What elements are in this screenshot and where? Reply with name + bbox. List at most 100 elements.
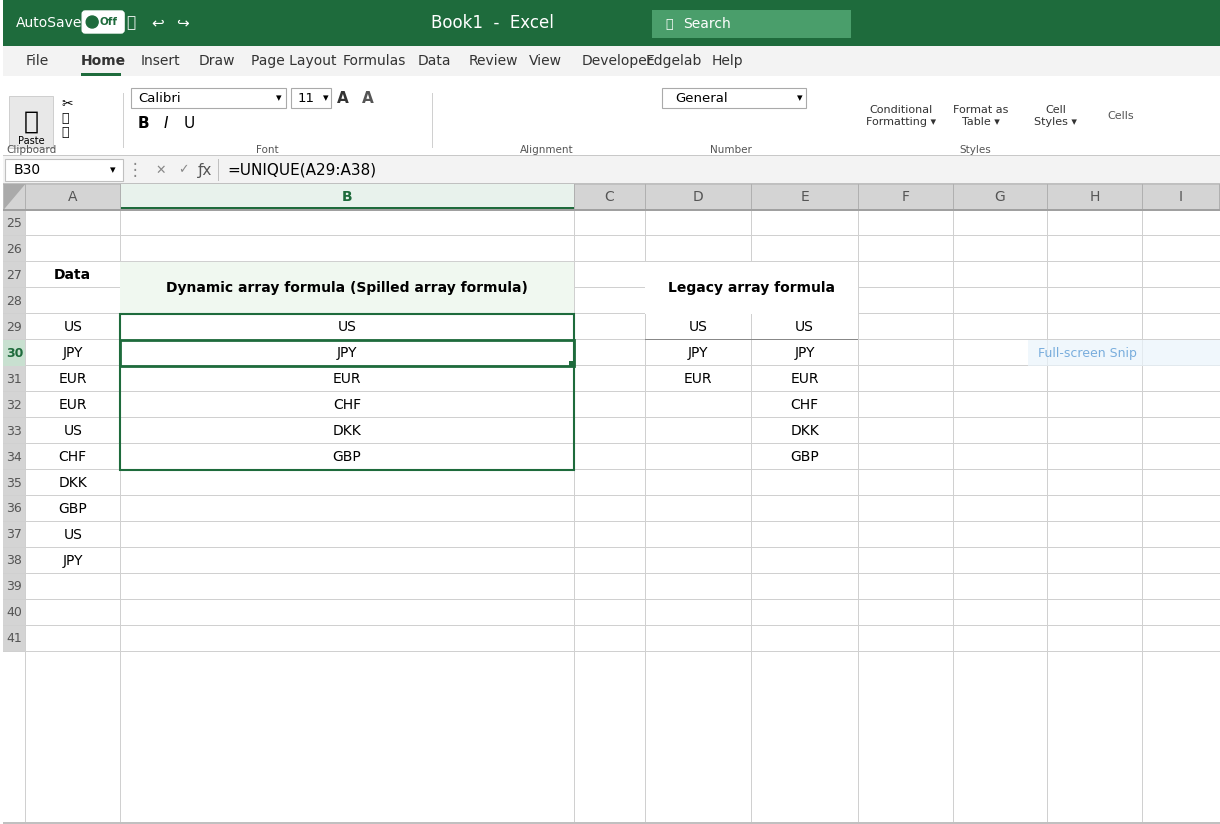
Text: ▾: ▾	[276, 93, 282, 103]
Text: EUR: EUR	[683, 372, 712, 386]
Text: ▾: ▾	[797, 93, 803, 103]
Text: B30: B30	[13, 163, 40, 177]
Text: G: G	[994, 190, 1005, 204]
Text: 33: 33	[6, 424, 22, 438]
Text: GBP: GBP	[59, 502, 87, 516]
Text: ✕: ✕	[156, 163, 166, 176]
Bar	[120, 184, 573, 210]
Text: 34: 34	[6, 451, 22, 464]
Bar	[4, 573, 1220, 574]
Bar	[4, 314, 26, 340]
Bar	[4, 209, 1220, 211]
Text: Conditional
Formatting ▾: Conditional Formatting ▾	[866, 105, 936, 127]
Text: Data: Data	[417, 54, 450, 68]
Text: GBP: GBP	[333, 450, 361, 464]
Bar	[4, 339, 1220, 340]
Text: DKK: DKK	[333, 424, 361, 438]
Bar	[82, 73, 121, 76]
Text: Developer: Developer	[582, 54, 653, 68]
Bar	[661, 93, 806, 148]
Bar	[4, 496, 26, 522]
Text: Format as
Table ▾: Format as Table ▾	[953, 105, 1009, 127]
Bar	[4, 822, 1220, 824]
Text: ⋮: ⋮	[127, 161, 144, 179]
Bar	[4, 366, 26, 392]
Text: Search: Search	[683, 17, 731, 31]
Bar	[4, 236, 26, 262]
Text: US: US	[63, 528, 82, 542]
Bar	[4, 392, 26, 418]
Text: EUR: EUR	[59, 372, 87, 386]
Text: 29: 29	[6, 321, 22, 334]
Text: AutoSave: AutoSave	[16, 16, 82, 30]
Text: View: View	[529, 54, 562, 68]
Text: Home: Home	[82, 54, 127, 68]
Text: I: I	[163, 115, 168, 130]
Bar	[4, 235, 1220, 236]
Text: Legacy array formula: Legacy array formula	[667, 268, 834, 282]
Bar	[644, 339, 858, 340]
Bar	[4, 651, 1220, 652]
Bar	[4, 444, 26, 470]
Text: EUR: EUR	[333, 372, 361, 386]
Bar	[10, 96, 54, 148]
Text: Cell
Styles ▾: Cell Styles ▾	[1035, 105, 1077, 127]
Text: 27: 27	[6, 269, 22, 282]
Text: Off: Off	[99, 17, 117, 27]
Bar	[4, 340, 26, 366]
Bar	[5, 159, 123, 181]
Bar	[4, 600, 26, 626]
Bar	[4, 210, 1220, 824]
Text: B: B	[342, 190, 353, 204]
Text: I: I	[1179, 190, 1183, 204]
Text: 📄: 📄	[61, 111, 68, 124]
Bar	[661, 88, 806, 108]
Text: B: B	[137, 115, 149, 130]
Text: 🖌: 🖌	[61, 125, 68, 138]
Text: 38: 38	[6, 555, 22, 568]
Bar	[4, 521, 1220, 522]
Text: ⬛: ⬛	[127, 16, 135, 30]
Text: Insert: Insert	[142, 54, 181, 68]
Text: DKK: DKK	[791, 424, 819, 438]
FancyBboxPatch shape	[82, 11, 124, 33]
Bar	[4, 391, 1220, 392]
Text: 31: 31	[6, 372, 22, 386]
Text: Help: Help	[711, 54, 743, 68]
Bar	[4, 156, 1220, 184]
Text: CHF: CHF	[59, 450, 87, 464]
Bar	[4, 288, 26, 314]
Text: 25: 25	[6, 217, 22, 230]
Text: Formulas: Formulas	[343, 54, 406, 68]
Bar	[4, 547, 1220, 548]
Text: EUR: EUR	[791, 372, 819, 386]
Bar	[4, 522, 26, 548]
Bar	[644, 262, 858, 314]
Bar	[651, 10, 852, 38]
Polygon shape	[4, 184, 26, 210]
Text: A: A	[337, 91, 349, 105]
Bar	[121, 263, 573, 287]
Text: 📋: 📋	[24, 110, 39, 134]
Text: ↪: ↪	[177, 16, 189, 30]
Bar	[120, 314, 573, 470]
Text: ✓: ✓	[178, 163, 188, 176]
Bar	[4, 495, 1220, 496]
Text: Review: Review	[470, 54, 518, 68]
Text: Calibri: Calibri	[138, 91, 181, 105]
Text: H: H	[1089, 190, 1100, 204]
Text: US: US	[338, 320, 356, 334]
Text: ↩: ↩	[151, 16, 165, 30]
Text: ƒx: ƒx	[198, 162, 212, 177]
Text: CHF: CHF	[791, 398, 819, 412]
Text: 26: 26	[6, 242, 22, 255]
Text: File: File	[26, 54, 49, 68]
Text: 11: 11	[298, 91, 315, 105]
Text: US: US	[795, 320, 814, 334]
Text: 32: 32	[6, 399, 22, 411]
Bar	[4, 0, 1220, 46]
Bar	[4, 599, 1220, 600]
Text: Number: Number	[710, 145, 753, 155]
Bar	[290, 88, 331, 108]
Text: 41: 41	[6, 633, 22, 645]
